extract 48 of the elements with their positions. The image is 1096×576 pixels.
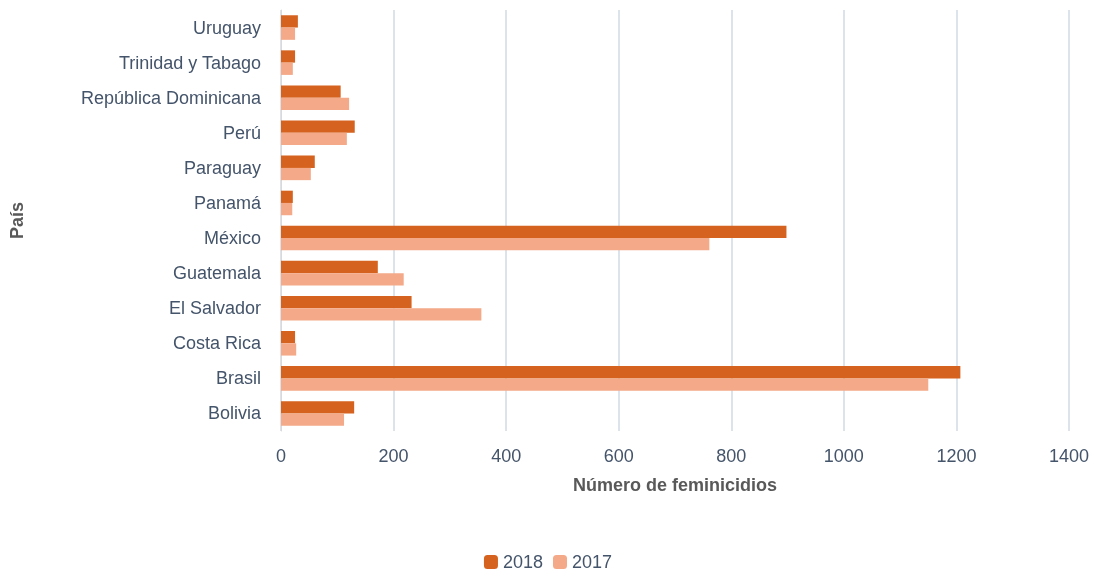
y-tick-label: Guatemala — [172, 263, 262, 284]
x-tick-label: 800 — [716, 446, 747, 466]
y-tick-label: Perú — [222, 122, 261, 143]
x-tick-label: 200 — [378, 446, 409, 466]
legend-label: 2018 — [502, 552, 543, 572]
bar — [281, 27, 296, 40]
x-tick-label: 1400 — [1048, 446, 1090, 466]
bar — [281, 120, 355, 133]
bar — [281, 273, 404, 286]
y-tick-label: Costa Rica — [172, 333, 262, 354]
y-tick-label: El Salvador — [168, 298, 261, 319]
y-tick-label: Panamá — [193, 192, 262, 213]
bar — [281, 225, 787, 239]
x-tick-label: 400 — [491, 446, 522, 466]
bar — [281, 85, 341, 98]
y-axis-title: País — [7, 201, 27, 240]
bar — [281, 401, 355, 414]
bar — [281, 366, 961, 379]
bar — [281, 295, 412, 309]
bar — [281, 132, 347, 146]
y-tick-label: Bolivia — [207, 403, 262, 424]
bar — [281, 202, 293, 216]
x-tick-label: 1000 — [823, 446, 864, 466]
bar — [281, 167, 311, 181]
y-tick-label: República Dominicana — [80, 87, 262, 108]
y-tick-label: Uruguay — [192, 17, 261, 38]
x-tick-label: 0 — [275, 446, 287, 466]
bar — [281, 343, 297, 356]
y-tick-label: Paraguay — [183, 157, 261, 178]
y-tick-label: Brasil — [215, 368, 261, 389]
y-tick-label: Trinidad y Tabago — [118, 52, 261, 73]
bar — [281, 413, 345, 426]
y-tick-label: México — [203, 228, 261, 249]
x-tick-label: 600 — [603, 446, 634, 466]
bar — [281, 15, 298, 28]
bar — [281, 378, 929, 391]
bar — [281, 62, 293, 75]
bar — [281, 97, 350, 110]
bar — [281, 331, 296, 344]
bar — [281, 155, 315, 168]
x-tick-label: 1200 — [936, 446, 977, 466]
bar — [281, 50, 296, 63]
bar — [281, 190, 293, 203]
bar — [281, 260, 378, 274]
legend-label: 2017 — [572, 552, 613, 572]
bar — [281, 308, 482, 321]
x-axis-title: Número de feminicidios — [572, 475, 778, 495]
bar — [281, 238, 710, 251]
